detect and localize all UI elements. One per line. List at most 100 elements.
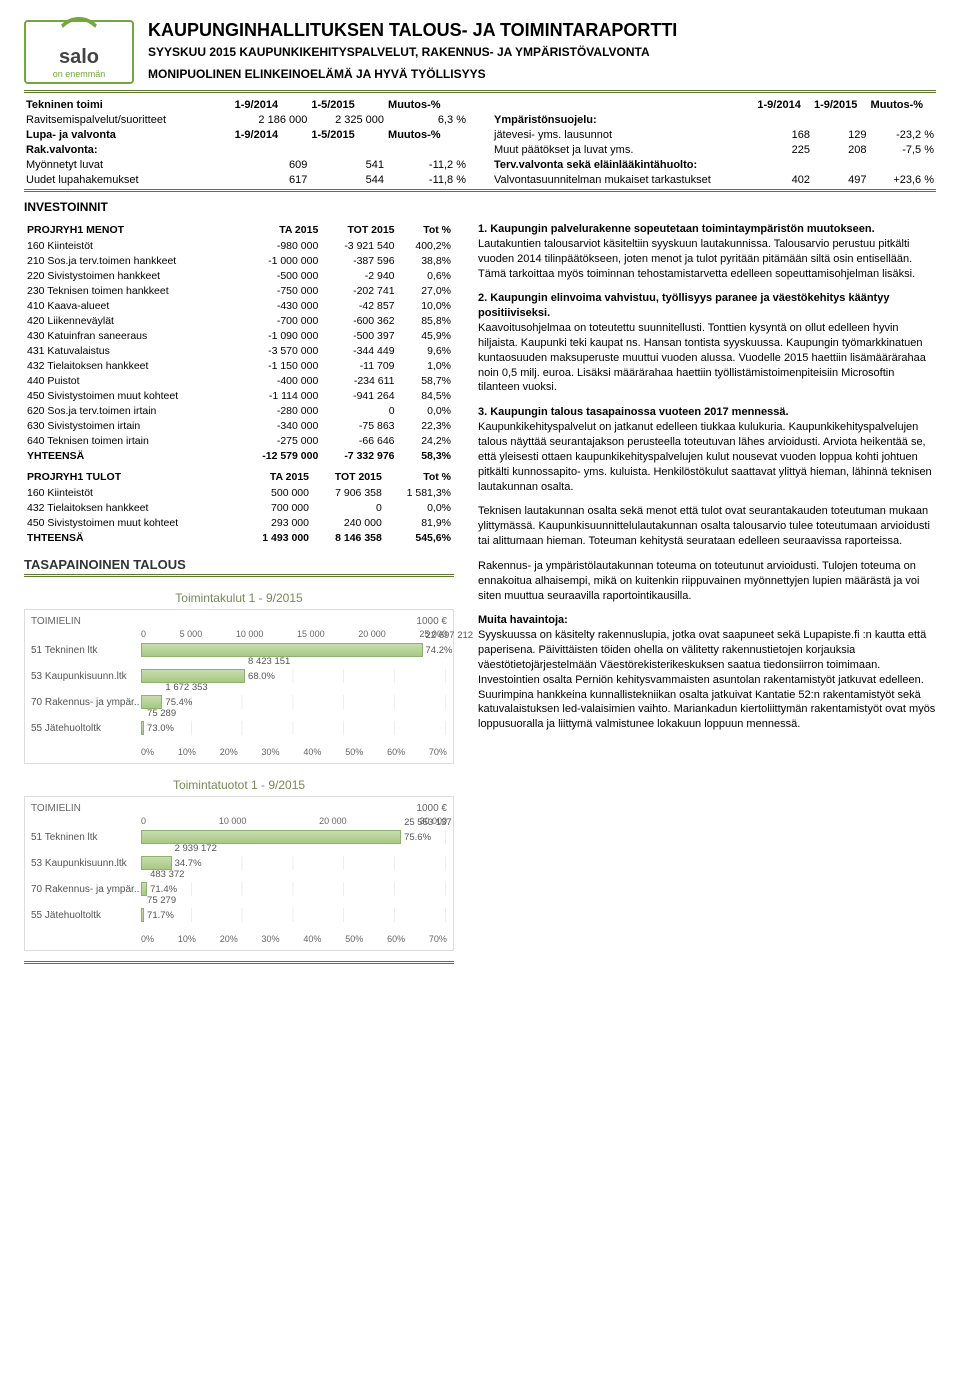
bar-row: 53 Kaupunkisuunn.ltk2 939 17234.7% bbox=[31, 856, 447, 870]
axis-tick: 10% bbox=[178, 934, 196, 944]
chart2-toimielin: TOIMIELIN bbox=[31, 803, 81, 814]
bar-label: 53 Kaupunkisuunn.ltk bbox=[31, 858, 141, 869]
cell: -340 000 bbox=[237, 418, 321, 433]
bar: 22 697 21274.2% bbox=[141, 643, 423, 657]
table-row: 230 Teknisen toimen hankkeet-750 000-202… bbox=[24, 283, 454, 298]
p6-heading: Muita havaintoja: bbox=[478, 614, 568, 626]
cell: 431 Katuvalaistus bbox=[24, 343, 237, 358]
table-row: 450 Sivistystoimen muut kohteet293 00024… bbox=[24, 515, 454, 530]
axis-tick: 40% bbox=[303, 747, 321, 757]
cell: -700 000 bbox=[237, 313, 321, 328]
th: TA 2015 bbox=[237, 222, 321, 238]
cell: 27,0% bbox=[398, 283, 454, 298]
bar-label: 70 Rakennus- ja ympär.. bbox=[31, 884, 141, 895]
cell: -11,2 % bbox=[386, 157, 468, 172]
chart2-title: Toimintatuotot 1 - 9/2015 bbox=[24, 778, 454, 792]
logo-subtext: on enemmän bbox=[53, 69, 106, 79]
bar-label: 70 Rakennus- ja ympär.. bbox=[31, 697, 141, 708]
ymparisto-table: 1-9/2014 1-9/2015 Muutos-% Ympäristönsuo… bbox=[492, 97, 936, 187]
cell: -23,2 % bbox=[869, 127, 936, 142]
cell: -11 709 bbox=[321, 358, 397, 373]
cell: -1 150 000 bbox=[237, 358, 321, 373]
cell: -1 090 000 bbox=[237, 328, 321, 343]
cell: 420 Liikenneväylät bbox=[24, 313, 237, 328]
chart2: TOIMIELIN 1000 € 010 00020 00030 000 51 … bbox=[24, 796, 454, 951]
cell: 410 Kaava-alueet bbox=[24, 298, 237, 313]
p3-body: Kaupunkikehityspalvelut on jatkanut edel… bbox=[478, 421, 932, 492]
cell: 10,0% bbox=[398, 298, 454, 313]
cell: 9,6% bbox=[398, 343, 454, 358]
cell: 225 bbox=[755, 142, 812, 157]
axis-tick: 40% bbox=[303, 934, 321, 944]
cell: 432 Tielaitoksen hankkeet bbox=[24, 358, 237, 373]
cell: +23,6 % bbox=[869, 172, 936, 187]
cell: 6,3 % bbox=[386, 112, 468, 127]
cell: 210 Sos.ja terv.toimen hankkeet bbox=[24, 253, 237, 268]
bar-label: 51 Tekninen ltk bbox=[31, 832, 141, 843]
row-label: Uudet lupahakemukset bbox=[24, 172, 233, 187]
cell: -344 449 bbox=[321, 343, 397, 358]
cell: -202 741 bbox=[321, 283, 397, 298]
cell: 2 186 000 bbox=[233, 112, 310, 127]
cell: -7,5 % bbox=[869, 142, 936, 157]
cell: 24,2% bbox=[398, 433, 454, 448]
cell: 208 bbox=[812, 142, 869, 157]
cell: -275 000 bbox=[237, 433, 321, 448]
bar-pct: 73.0% bbox=[147, 723, 174, 734]
cell: 500 000 bbox=[240, 485, 312, 500]
th-label: Tekninen toimi bbox=[24, 97, 233, 112]
cell: -66 646 bbox=[321, 433, 397, 448]
p4-body: Teknisen lautakunnan osalta sekä menot e… bbox=[478, 504, 936, 549]
cell: 160 Kiinteistöt bbox=[24, 238, 237, 253]
axis-tick: 0 bbox=[141, 816, 146, 826]
cell: 1,0% bbox=[398, 358, 454, 373]
bar-area: 1 672 35375.4% bbox=[141, 695, 447, 709]
bar-row: 70 Rakennus- ja ympär..1 672 35375.4% bbox=[31, 695, 447, 709]
chart1: TOIMIELIN 1000 € 05 00010 00015 00020 00… bbox=[24, 609, 454, 764]
cell: -750 000 bbox=[237, 283, 321, 298]
axis-tick: 60% bbox=[387, 934, 405, 944]
cell: -500 397 bbox=[321, 328, 397, 343]
cell: 38,8% bbox=[398, 253, 454, 268]
page-title: KAUPUNGINHALLITUKSEN TALOUS- JA TOIMINTA… bbox=[148, 20, 936, 41]
cell: 541 bbox=[309, 157, 386, 172]
total-cell: -7 332 976 bbox=[321, 448, 397, 463]
axis-tick: 50% bbox=[345, 934, 363, 944]
axis-tick: 0% bbox=[141, 747, 154, 757]
cell: 230 Teknisen toimen hankkeet bbox=[24, 283, 237, 298]
sub-label: Terv.valvonta sekä eläinlääkintähuolto: bbox=[492, 157, 936, 172]
row-label: Myönnetyt luvat bbox=[24, 157, 233, 172]
th-col: 1-5/2015 bbox=[309, 97, 386, 112]
cell: -234 611 bbox=[321, 373, 397, 388]
cell: 22,3% bbox=[398, 418, 454, 433]
axis-tick: 10 000 bbox=[236, 629, 264, 639]
cell: -980 000 bbox=[237, 238, 321, 253]
bar-area: 2 939 17234.7% bbox=[141, 856, 447, 870]
p2-heading: 2. Kaupungin elinvoima vahvistuu, työlli… bbox=[478, 292, 889, 319]
bar-area: 8 423 15168.0% bbox=[141, 669, 447, 683]
th: Tot % bbox=[385, 469, 454, 485]
cell: 402 bbox=[755, 172, 812, 187]
cell: 58,7% bbox=[398, 373, 454, 388]
cell: 129 bbox=[812, 127, 869, 142]
bar-label: 51 Tekninen ltk bbox=[31, 645, 141, 656]
bar-row: 55 Jätehuoltoltk75 28973.0% bbox=[31, 721, 447, 735]
table-row: 432 Tielaitoksen hankkeet-1 150 000-11 7… bbox=[24, 358, 454, 373]
th-label bbox=[492, 97, 755, 112]
cell: 85,8% bbox=[398, 313, 454, 328]
bar-row: 51 Tekninen ltk22 697 21274.2% bbox=[31, 643, 447, 657]
bar-area: 483 37271.4% bbox=[141, 882, 447, 896]
chart1-toimielin: TOIMIELIN bbox=[31, 616, 81, 627]
cell: 168 bbox=[755, 127, 812, 142]
axis-tick: 15 000 bbox=[297, 629, 325, 639]
cell: 0,0% bbox=[398, 403, 454, 418]
table-row: 160 Kiinteistöt500 0007 906 3581 581,3% bbox=[24, 485, 454, 500]
bar-pct: 75.6% bbox=[404, 832, 431, 843]
bar-area: 25 553 13775.6% bbox=[141, 830, 447, 844]
table-row: 431 Katuvalaistus-3 570 000-344 4499,6% bbox=[24, 343, 454, 358]
bar-area: 75 27971.7% bbox=[141, 908, 447, 922]
bar-value: 22 697 212 bbox=[426, 630, 474, 641]
cell: -3 921 540 bbox=[321, 238, 397, 253]
th-col: Muutos-% bbox=[386, 127, 468, 142]
chart1-unit: 1000 € bbox=[416, 616, 447, 627]
